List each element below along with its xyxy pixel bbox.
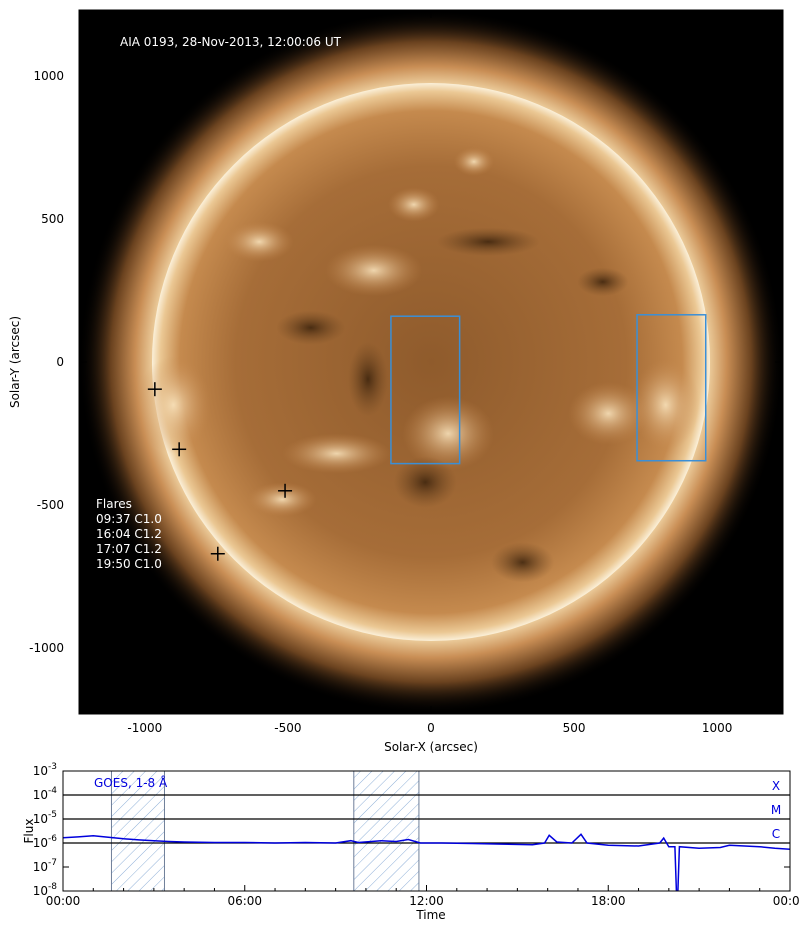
x-tick-label: -1000: [127, 721, 162, 735]
goes-x-axis-label: Time: [415, 908, 445, 922]
dark-region: [393, 456, 457, 508]
x-tick-label: 06:00: [227, 894, 262, 908]
goes-flux-panel: XMC 10-310-410-510-610-710-800:00 06:00 12…: [22, 762, 799, 922]
x-tick-label: 0: [427, 721, 435, 735]
y-tick-label: 10-4: [33, 786, 58, 802]
shaded-interval: [353, 770, 420, 892]
y-tick-label: -1000: [29, 641, 64, 655]
y-axis-label: Solar-Y (arcsec): [8, 316, 22, 408]
goes-y-axis-label: Flux: [22, 819, 36, 844]
class-label: C: [772, 827, 780, 841]
bright-region: [136, 356, 211, 454]
dark-region: [436, 227, 540, 257]
solar-image-panel: -1000 -500 0 500 1000 1000 500 0 -500 -1000 AIA 0…: [8, 9, 784, 754]
flare-markers: [147, 382, 293, 561]
y-tick-label: 500: [41, 212, 64, 226]
legend-entry: 16:04 C1.2: [96, 527, 162, 541]
legend-entry: 09:37 C1.0: [96, 512, 162, 526]
x-tick-label: 00:00: [773, 894, 799, 908]
y-tick-label: 10-3: [33, 762, 57, 778]
dark-region: [348, 341, 389, 417]
dark-region: [491, 542, 555, 583]
y-tick-label: -500: [37, 498, 64, 512]
class-threshold-lines: XMC: [63, 779, 790, 844]
bright-region: [325, 244, 423, 297]
disk-features: [136, 147, 701, 583]
bright-region: [247, 482, 317, 517]
goes-frame: [62, 770, 791, 892]
flare-marker: [147, 382, 162, 397]
bright-region: [568, 382, 649, 445]
y-tick-label: 10-5: [33, 810, 57, 826]
y-tick-label: 1000: [33, 69, 64, 83]
y-tick-label: 10-6: [33, 834, 58, 850]
region-boxes: [390, 314, 707, 465]
legend-entry: 19:50 C1.0: [96, 557, 162, 571]
class-label: X: [772, 779, 780, 793]
dark-region: [276, 310, 346, 345]
x-tick-label: 00:00: [46, 894, 81, 908]
shaded-intervals: [110, 770, 420, 892]
x-axis-label: Solar-X (arcsec): [384, 740, 478, 754]
x-tick-label: 18:00: [591, 894, 626, 908]
flare-marker: [172, 442, 187, 457]
y-tick-label: 10-7: [33, 858, 57, 874]
region-box: [390, 315, 461, 465]
x-tick-label: 1000: [702, 721, 733, 735]
bright-region: [282, 433, 391, 474]
dark-region: [576, 267, 629, 297]
series-label: GOES, 1-8 Å: [94, 775, 168, 790]
y-tick-label: 0: [56, 355, 64, 369]
image-title: AIA 0193, 28-Nov-2013, 12:00:06 UT: [120, 35, 342, 49]
bright-region: [402, 396, 494, 471]
bright-region: [224, 221, 294, 262]
region-box: [636, 314, 707, 462]
bright-region: [453, 147, 494, 176]
legend-entry: 17:07 C1.2: [96, 542, 162, 556]
bright-region: [388, 187, 440, 222]
flare-marker: [278, 483, 293, 498]
bright-region: [631, 359, 701, 451]
flare-marker: [210, 546, 225, 561]
class-label: M: [771, 803, 781, 817]
x-tick-label: 500: [563, 721, 586, 735]
legend-heading: Flares: [96, 497, 132, 511]
goes-flux-line: [63, 833, 790, 891]
solar-disk: [151, 82, 711, 642]
goes-axis-ticks: 10-310-410-510-610-710-800:00 06:00 12:00 1…: [33, 762, 799, 908]
y-tick-label: 10-8: [33, 882, 58, 898]
x-tick-label: -500: [274, 721, 301, 735]
image-axis-ticks: -1000 -500 0 500 1000 1000 500 0 -500 -1000: [29, 10, 783, 735]
x-tick-label: 12:00: [409, 894, 444, 908]
